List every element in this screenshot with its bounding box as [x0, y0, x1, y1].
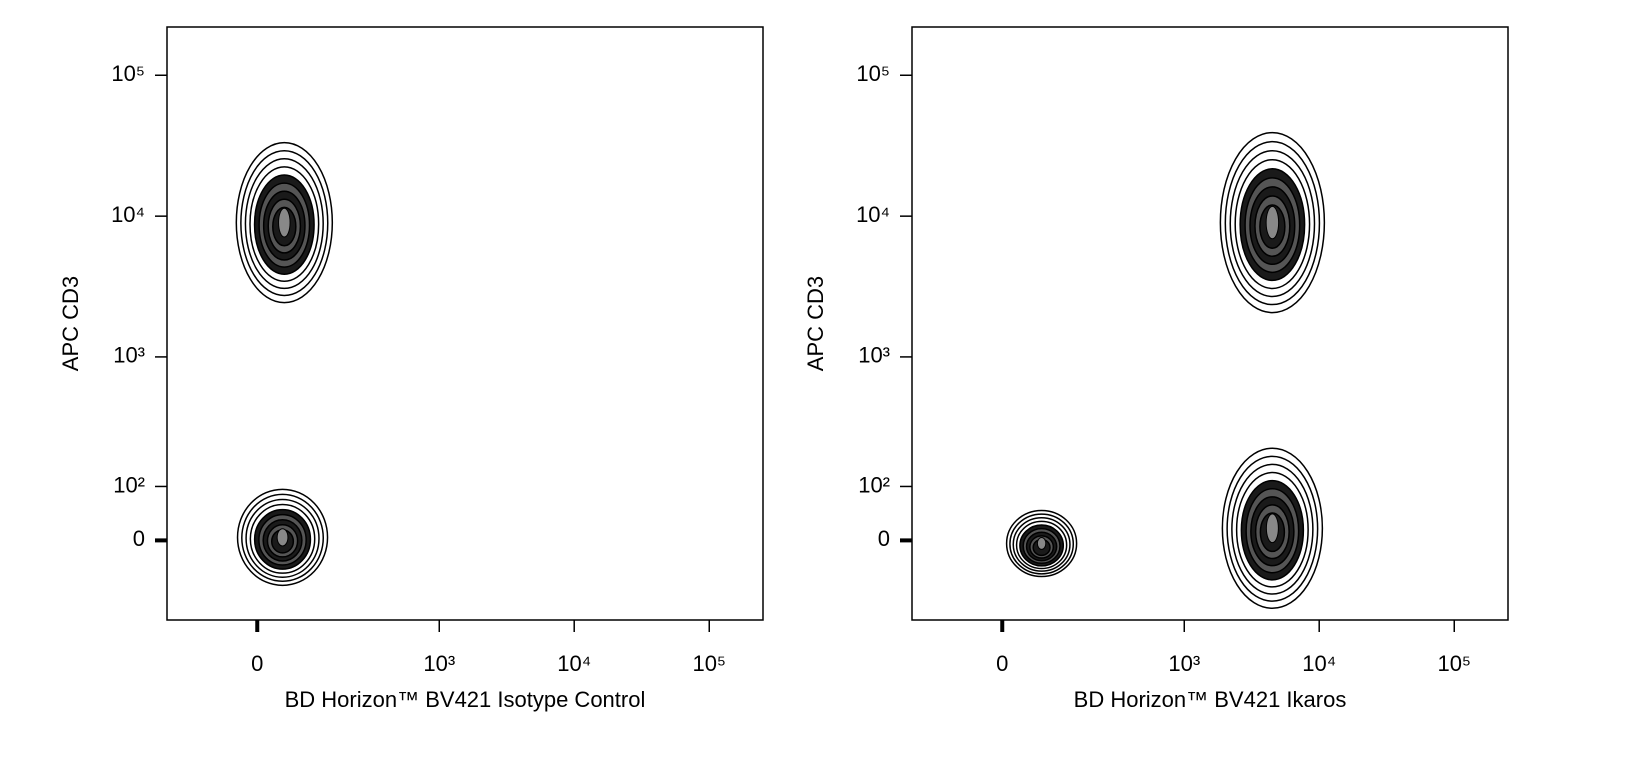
- contour-line: [1224, 140, 1321, 306]
- x-tick-label: 0: [251, 651, 263, 676]
- y-tick-label: 10⁴: [856, 202, 890, 227]
- x-tick-label: 0: [996, 651, 1008, 676]
- x-tick-label: 10⁴: [557, 651, 591, 676]
- contour-line: [240, 149, 329, 297]
- x-axis-label: BD Horizon™ BV421 Isotype Control: [285, 687, 646, 712]
- contour-line: [1226, 455, 1319, 602]
- y-tick-label: 0: [878, 526, 890, 551]
- contour-line: [1219, 131, 1326, 314]
- x-tick-label: 10⁵: [1437, 651, 1471, 676]
- contour-line: [1009, 513, 1075, 575]
- x-tick-label: 10⁴: [1302, 651, 1336, 676]
- contour-line: [1015, 520, 1068, 570]
- contour-line: [1229, 149, 1316, 298]
- contour-line: [245, 498, 320, 578]
- core: [278, 207, 291, 238]
- contour-line: [1234, 159, 1311, 290]
- contour-line: [249, 166, 320, 283]
- contour-line: [1005, 509, 1078, 578]
- contour-line: [249, 503, 316, 574]
- contour-line: [244, 158, 324, 290]
- population: [235, 141, 334, 304]
- y-tick-label: 10⁴: [111, 202, 145, 227]
- contour-line: [1012, 516, 1071, 572]
- population: [1005, 509, 1078, 578]
- core: [1036, 537, 1047, 550]
- contour-line: [1221, 447, 1324, 609]
- contour-line: [235, 141, 334, 304]
- x-axis-label: BD Horizon™ BV421 Ikaros: [1074, 687, 1347, 712]
- y-tick-label: 10³: [113, 343, 145, 368]
- y-axis-label: APC CD3: [58, 276, 83, 371]
- x-tick-label: 10⁵: [692, 651, 726, 676]
- population: [1219, 131, 1326, 314]
- x-tick-label: 10³: [423, 651, 455, 676]
- population: [1221, 447, 1324, 609]
- y-axis-label: APC CD3: [803, 276, 828, 371]
- x-tick-label: 10³: [1168, 651, 1200, 676]
- contour-line: [1235, 471, 1309, 588]
- core: [1265, 205, 1280, 240]
- plot-frame: [911, 26, 1509, 621]
- y-tick-label: 0: [133, 526, 145, 551]
- core: [276, 528, 289, 547]
- y-tick-label: 10⁵: [111, 61, 145, 86]
- contour-line: [241, 493, 325, 583]
- y-tick-label: 10⁵: [856, 61, 890, 86]
- contour-line: [236, 488, 329, 587]
- y-tick-label: 10²: [113, 472, 145, 497]
- core: [1265, 513, 1279, 544]
- y-tick-label: 10³: [858, 343, 890, 368]
- population: [236, 488, 329, 587]
- contour-line: [1231, 463, 1314, 595]
- y-tick-label: 10²: [858, 472, 890, 497]
